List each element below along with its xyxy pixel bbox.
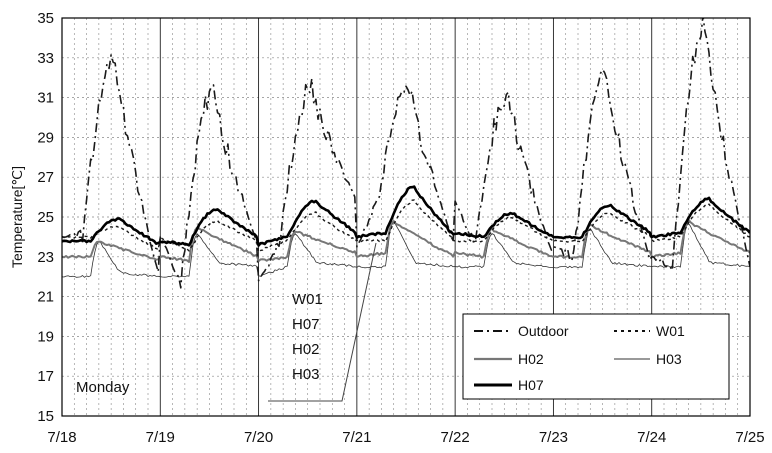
x-tick-label: 7/21 bbox=[342, 429, 371, 446]
x-tick-label: 7/25 bbox=[735, 429, 764, 446]
series-line-h02 bbox=[62, 218, 750, 263]
series-layer bbox=[62, 18, 750, 289]
y-tick-label: 21 bbox=[37, 289, 54, 306]
series-line-h03 bbox=[62, 221, 750, 278]
x-tick-label: 7/24 bbox=[637, 429, 666, 446]
legend-label-h03: H03 bbox=[656, 351, 682, 367]
legend: Outdoor W01 H02 H03 H07 bbox=[462, 313, 730, 400]
sensor-label-h03: H03 bbox=[292, 366, 320, 383]
y-tick-label: 17 bbox=[37, 368, 54, 385]
legend-label-outdoor: Outdoor bbox=[518, 323, 569, 339]
series-line-w01 bbox=[62, 199, 750, 253]
y-tick-label: 35 bbox=[37, 10, 54, 27]
sensor-list-annotation: W01 H07 H02 H03 bbox=[268, 242, 377, 402]
y-tick-label: 15 bbox=[37, 408, 54, 425]
y-tick-label: 25 bbox=[37, 209, 54, 226]
x-tick-label: 7/19 bbox=[146, 429, 175, 446]
sensor-label-w01: W01 bbox=[292, 291, 323, 308]
y-tick-label: 33 bbox=[37, 50, 54, 67]
x-axis-ticks: 7/18 7/19 7/20 7/21 7/22 7/23 7/24 7/25 bbox=[47, 429, 764, 446]
y-tick-label: 29 bbox=[37, 129, 54, 146]
y-tick-label: 27 bbox=[37, 169, 54, 186]
legend-label-w01: W01 bbox=[656, 323, 685, 339]
series-line-h07 bbox=[62, 185, 750, 247]
x-tick-label: 7/18 bbox=[47, 429, 76, 446]
legend-label-h02: H02 bbox=[518, 351, 544, 367]
x-tick-label: 7/20 bbox=[244, 429, 273, 446]
plot-frame bbox=[61, 17, 751, 417]
sensor-label-h07: H07 bbox=[292, 316, 320, 333]
y-tick-label: 23 bbox=[37, 249, 54, 266]
legend-label-h07: H07 bbox=[518, 377, 544, 393]
x-tick-label: 7/22 bbox=[441, 429, 470, 446]
sensor-label-h02: H02 bbox=[292, 341, 320, 358]
monday-annotation: Monday bbox=[76, 379, 130, 396]
annotation-leader-line bbox=[268, 242, 377, 402]
y-axis-ticks: 15 17 19 21 23 25 27 29 31 33 35 bbox=[37, 10, 54, 425]
y-tick-label: 19 bbox=[37, 328, 54, 345]
x-tick-label: 7/23 bbox=[539, 429, 568, 446]
y-axis-label: Temperature[℃] bbox=[9, 166, 25, 268]
series-line-outdoor bbox=[62, 18, 750, 289]
y-tick-label: 31 bbox=[37, 90, 54, 107]
